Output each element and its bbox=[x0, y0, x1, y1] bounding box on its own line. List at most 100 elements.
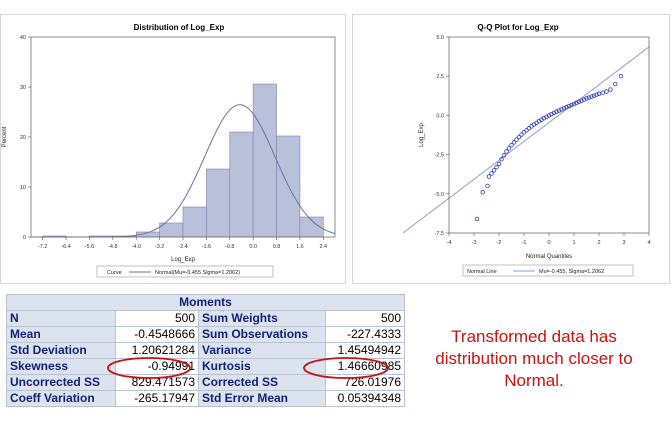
moments-table-title: Moments bbox=[6, 294, 405, 311]
moments-stat-label: Corrected SS bbox=[198, 374, 326, 391]
qq-data-point bbox=[576, 99, 582, 104]
qq-data-point bbox=[546, 113, 552, 118]
qq-y-tick-label: 5.0 bbox=[436, 35, 444, 41]
qq-plot-panel: Q-Q Plot for Log_Exp -4 -3 -2 -1 0 1 2 3 4 -7.5 -… bbox=[352, 14, 670, 284]
moments-stat-label: Skewness bbox=[6, 358, 116, 375]
qq-data-point bbox=[526, 126, 532, 131]
qq-data-point bbox=[501, 153, 507, 158]
histogram-bar bbox=[276, 135, 301, 238]
qq-data-point bbox=[584, 96, 589, 101]
moments-stat-label: Coeff Variation bbox=[6, 390, 116, 407]
moments-stat-value: -265.17947 bbox=[115, 390, 199, 407]
histogram-legend-label: Curve bbox=[107, 270, 122, 276]
qq-plot-chart: Q-Q Plot for Log_Exp -4 -3 -2 -1 0 1 2 3 4 -7.5 -… bbox=[402, 23, 651, 277]
qq-data-point bbox=[556, 108, 562, 113]
qq-data-point bbox=[499, 157, 504, 162]
annotation-text: Transformed data has distribution much c… bbox=[435, 327, 633, 390]
moments-stat-value: -0.4548666 bbox=[115, 326, 199, 343]
qq-data-point bbox=[571, 101, 577, 107]
qq-data-point bbox=[504, 149, 509, 154]
qq-x-tick-label: -4 bbox=[447, 240, 452, 246]
qq-data-point bbox=[559, 107, 564, 112]
moments-stat-value: 0.05394348 bbox=[325, 390, 405, 407]
qq-data-point bbox=[494, 164, 499, 170]
qq-x-tick-label: -2 bbox=[497, 240, 502, 246]
histogram-x-tick-label: 1.6 bbox=[296, 244, 304, 250]
qq-y-tick-label: -2.5 bbox=[435, 153, 444, 159]
qq-data-point bbox=[600, 90, 605, 95]
histogram-bar bbox=[206, 168, 231, 238]
qq-data-point bbox=[549, 111, 554, 117]
qq-data-point bbox=[618, 74, 624, 79]
moments-stat-value: 726.01976 bbox=[325, 374, 405, 391]
qq-data-point bbox=[566, 103, 572, 109]
histogram-title: Distribution of Log_Exp bbox=[134, 23, 225, 32]
histogram-x-tick-label: 2.4 bbox=[319, 244, 327, 250]
qq-y-axis-label: Log_Exp bbox=[419, 122, 425, 146]
qq-data-point bbox=[480, 190, 485, 195]
histogram-bar bbox=[182, 206, 207, 238]
moments-stat-value: 1.46660985 bbox=[325, 358, 405, 375]
qq-data-point bbox=[511, 140, 517, 145]
moments-stat-value: 1.20621284 bbox=[115, 342, 199, 359]
qq-plot-frame bbox=[448, 36, 650, 234]
moments-stat-value: -227.4333 bbox=[325, 326, 405, 343]
qq-data-point bbox=[486, 174, 492, 179]
qq-y-tick-label: 0.0 bbox=[436, 113, 444, 119]
moments-row: Coeff Variation -265.17947 Std Error Mean 0… bbox=[6, 390, 405, 407]
histogram-chart: Distribution of Log_Exp -7.2 -6.4 -5.6 -4.8… bbox=[2, 23, 336, 278]
moments-stat-label: Uncorrected SS bbox=[6, 374, 116, 391]
qq-data-point bbox=[604, 89, 609, 94]
qq-x-tick-label: 1 bbox=[572, 240, 575, 246]
qq-legend-text: Mu=-0.455, Sigma=1.2062 bbox=[539, 269, 604, 275]
histogram-x-tick-label: -0.8 bbox=[225, 244, 234, 250]
normal-reference-line bbox=[402, 46, 650, 234]
histogram-x-tick-label: 0.8 bbox=[273, 244, 281, 250]
qq-legend bbox=[462, 264, 634, 277]
moments-stat-label: Mean bbox=[6, 326, 116, 343]
qq-data-point bbox=[574, 100, 579, 106]
histogram-y-tick-label: 30 bbox=[20, 85, 26, 91]
moments-stat-label: Variance bbox=[198, 342, 326, 359]
qq-y-tick-label: -7.5 bbox=[435, 231, 444, 237]
qq-y-tick-label: -5.0 bbox=[435, 192, 444, 198]
qq-data-point bbox=[506, 146, 512, 151]
qq-data-point bbox=[554, 109, 559, 114]
qq-plot-title: Q-Q Plot for Log_Exp bbox=[477, 23, 558, 32]
histogram-x-tick-label: -4.8 bbox=[108, 244, 117, 250]
moments-row: Skewness -0.94991 Kurtosis 1.46660985 bbox=[6, 358, 405, 375]
qq-data-point bbox=[596, 91, 602, 96]
qq-data-point bbox=[561, 106, 567, 111]
moments-stat-label: Sum Observations bbox=[198, 326, 326, 343]
histogram-y-tick-label: 20 bbox=[20, 135, 26, 141]
qq-data-point bbox=[586, 95, 592, 100]
moments-stat-value: 500 bbox=[115, 310, 199, 327]
qq-data-point bbox=[591, 93, 597, 98]
moments-row: Mean -0.4548666 Sum Observations -227.4333 bbox=[6, 326, 405, 343]
qq-data-point bbox=[551, 110, 557, 116]
moments-row: Std Deviation 1.20621284 Variance 1.4549494… bbox=[6, 342, 405, 359]
moments-stat-label: Kurtosis bbox=[198, 358, 326, 375]
histogram-x-tick-label: -4.0 bbox=[131, 244, 140, 250]
histogram-y-axis-label: Percent bbox=[2, 126, 8, 147]
qq-data-point bbox=[485, 183, 490, 189]
histogram-x-tick-label: -5.6 bbox=[85, 244, 94, 250]
histogram-x-tick-label: -6.4 bbox=[61, 244, 70, 250]
moments-stat-label: Std Deviation bbox=[6, 342, 116, 359]
histogram-x-tick-label: -1.6 bbox=[202, 244, 211, 250]
histogram-y-tick-label: 0 bbox=[23, 235, 26, 241]
qq-data-point bbox=[509, 142, 514, 148]
qq-y-tick-label: 2.5 bbox=[436, 74, 444, 80]
histogram-y-tick-label: 10 bbox=[20, 185, 26, 191]
qq-data-point bbox=[516, 134, 522, 140]
histogram-x-tick-label: -7.2 bbox=[38, 244, 47, 250]
qq-data-point bbox=[474, 216, 480, 222]
qq-data-point bbox=[579, 98, 584, 103]
qq-data-point bbox=[491, 168, 497, 173]
moments-stat-label: N bbox=[6, 310, 116, 327]
qq-data-point bbox=[581, 97, 587, 102]
histogram-legend bbox=[96, 265, 274, 278]
qq-x-tick-label: -1 bbox=[522, 240, 527, 246]
qq-data-point bbox=[529, 124, 534, 129]
histogram-panel: Distribution of Log_Exp -7.2 -6.4 -5.6 -4.8… bbox=[0, 14, 346, 284]
